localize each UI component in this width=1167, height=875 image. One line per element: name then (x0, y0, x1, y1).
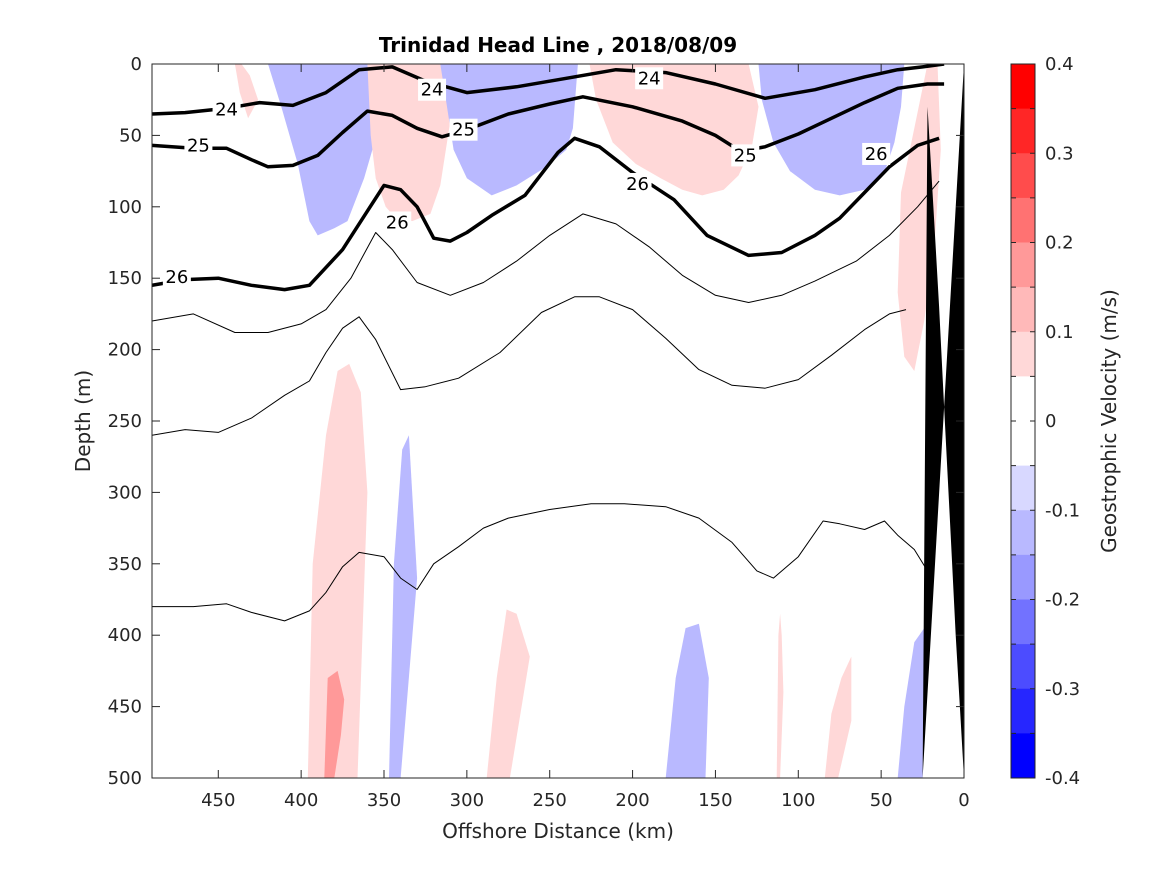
isopycnal-labeled-line (152, 64, 945, 116)
svg-text:25: 25 (734, 145, 757, 166)
chart-title: Trinidad Head Line , 2018/08/09 (379, 33, 737, 57)
velocity-region (486, 609, 530, 778)
colorbar-swatch (1011, 554, 1035, 600)
y-tick-label: 100 (108, 197, 142, 218)
contour-label: 25 (731, 144, 760, 167)
velocity-region (665, 623, 709, 778)
colorbar-tick-label: -0.1 (1045, 500, 1080, 521)
y-tick-label: 300 (108, 482, 142, 503)
y-tick-label: 400 (108, 625, 142, 646)
svg-text:25: 25 (452, 120, 475, 141)
x-tick-label: 400 (284, 790, 318, 811)
colorbar-swatch (1011, 153, 1035, 199)
isopycnal-line (152, 180, 940, 333)
y-tick-label: 50 (119, 125, 142, 146)
y-tick-label: 200 (108, 340, 142, 361)
seafloor-layer (922, 64, 964, 778)
y-tick-label: 250 (108, 411, 142, 432)
isopycnal-line (152, 296, 907, 436)
y-tick-label: 500 (108, 768, 142, 789)
isopycnal-contour-layer (152, 64, 945, 622)
velocity-region (776, 613, 784, 778)
y-tick-label: 450 (108, 697, 142, 718)
contour-label: 24 (418, 78, 447, 101)
colorbar-tick-label: 0.4 (1045, 54, 1074, 75)
colorbar-swatch (1011, 733, 1035, 779)
colorbar-swatch (1011, 644, 1035, 690)
velocity-region (440, 64, 578, 196)
y-tick-label: 150 (108, 268, 142, 289)
velocity-region (897, 628, 925, 778)
svg-text:26: 26 (386, 213, 409, 234)
colorbar-swatch (1011, 287, 1035, 333)
contour-label: 26 (862, 142, 891, 165)
x-tick-label: 50 (870, 790, 893, 811)
velocity-region (824, 656, 852, 778)
colorbar-swatch (1011, 108, 1035, 154)
colorbar-tick-label: -0.3 (1045, 679, 1080, 700)
svg-text:26: 26 (865, 144, 888, 165)
contour-label: 24 (635, 67, 664, 90)
y-tick-label: 350 (108, 554, 142, 575)
x-tick-label: 350 (367, 790, 401, 811)
velocity-region (367, 64, 451, 222)
isopycnal-labeled-line (152, 82, 945, 169)
svg-text:24: 24 (421, 80, 444, 101)
colorbar-tick-label: 0.3 (1045, 143, 1074, 164)
colorbar-tick-label: 0 (1045, 411, 1056, 432)
colorbar-swatch (1011, 64, 1035, 110)
svg-text:25: 25 (187, 135, 210, 156)
x-tick-label: 200 (615, 790, 649, 811)
colorbar-tick-label: 0.2 (1045, 233, 1074, 254)
x-tick-label: 300 (450, 790, 484, 811)
velocity-region (389, 435, 418, 778)
x-tick-label: 250 (533, 790, 567, 811)
colorbar: 0.4 0.3 0.2 0.1 0 -0.1 -0.2 -0.3 -0.4 (1010, 54, 1080, 789)
velocity-region (307, 363, 368, 778)
colorbar-tick-label: 0.1 (1045, 322, 1074, 343)
svg-text:24: 24 (638, 68, 661, 89)
contour-label: 26 (162, 265, 191, 288)
colorbar-swatch (1011, 331, 1035, 377)
y-axis-label: Depth (m) (71, 370, 95, 472)
colorbar-swatch (1011, 465, 1035, 511)
colorbar-swatch (1011, 688, 1035, 734)
contour-label: 26 (383, 211, 412, 234)
colorbar-swatch (1011, 421, 1035, 467)
colorbar-label: Geostrophic Velocity (m/s) (1097, 289, 1121, 553)
x-axis-label: Offshore Distance (km) (442, 819, 674, 843)
velocity-region (268, 64, 393, 236)
colorbar-swatch (1011, 242, 1035, 288)
x-tick-label: 100 (781, 790, 815, 811)
colorbar-swatch (1011, 197, 1035, 243)
velocity-region (589, 64, 759, 196)
colorbar-swatch (1011, 599, 1035, 645)
isopycnal-line (152, 503, 928, 622)
isopycnal-labeled-line (152, 136, 940, 292)
svg-text:26: 26 (165, 267, 188, 288)
x-tick-label: 150 (698, 790, 732, 811)
colorbar-tick-label: -0.2 (1045, 590, 1080, 611)
colorbar-tick-label: -0.4 (1045, 768, 1080, 789)
svg-text:26: 26 (626, 174, 649, 195)
contour-label: 25 (449, 118, 478, 141)
colorbar-swatch (1011, 510, 1035, 556)
x-tick-label: 450 (201, 790, 235, 811)
contour-label: 26 (623, 172, 652, 195)
contour-label: 24 (212, 98, 241, 121)
x-tick-label: 0 (958, 790, 969, 811)
velocity-region (324, 670, 345, 778)
axes: 450 400 350 300 250 200 150 100 50 00501001502002… (108, 54, 970, 811)
colorbar-swatch (1011, 376, 1035, 422)
contour-label: 25 (184, 134, 213, 157)
svg-text:24: 24 (215, 100, 238, 121)
seafloor-bathymetry (922, 64, 964, 778)
y-tick-label: 0 (131, 54, 142, 75)
